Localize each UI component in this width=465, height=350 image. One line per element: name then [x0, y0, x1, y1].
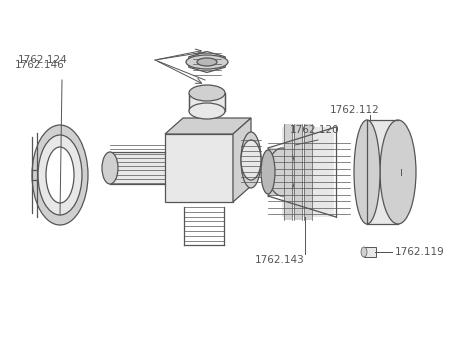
- Ellipse shape: [261, 150, 275, 194]
- Text: 1762.119: 1762.119: [395, 247, 445, 257]
- Ellipse shape: [380, 120, 416, 224]
- Ellipse shape: [197, 58, 217, 66]
- Bar: [294, 124, 302, 220]
- Ellipse shape: [361, 247, 367, 257]
- Text: 1762.120: 1762.120: [290, 125, 339, 135]
- Text: 1762.112: 1762.112: [330, 105, 380, 115]
- Bar: [367, 120, 398, 224]
- Bar: [282, 127, 334, 217]
- Ellipse shape: [268, 148, 296, 196]
- Polygon shape: [189, 51, 225, 72]
- Bar: [110, 152, 165, 184]
- Text: 1762.124: 1762.124: [18, 55, 68, 65]
- Ellipse shape: [241, 132, 261, 188]
- Ellipse shape: [189, 103, 225, 119]
- Ellipse shape: [189, 85, 225, 101]
- Bar: [165, 134, 233, 202]
- Ellipse shape: [38, 135, 82, 215]
- Polygon shape: [165, 118, 251, 134]
- Polygon shape: [233, 118, 251, 202]
- Bar: [364, 247, 376, 257]
- Bar: [304, 124, 312, 220]
- Text: 1762.143: 1762.143: [255, 255, 305, 265]
- Ellipse shape: [354, 120, 380, 224]
- Bar: [268, 148, 296, 196]
- Bar: [189, 93, 225, 111]
- Text: 1762.146: 1762.146: [15, 60, 65, 70]
- Ellipse shape: [186, 55, 228, 69]
- Bar: [284, 124, 292, 220]
- Ellipse shape: [32, 125, 88, 225]
- Bar: [298, 127, 334, 217]
- Ellipse shape: [102, 152, 118, 184]
- Ellipse shape: [241, 140, 261, 180]
- Ellipse shape: [46, 147, 74, 203]
